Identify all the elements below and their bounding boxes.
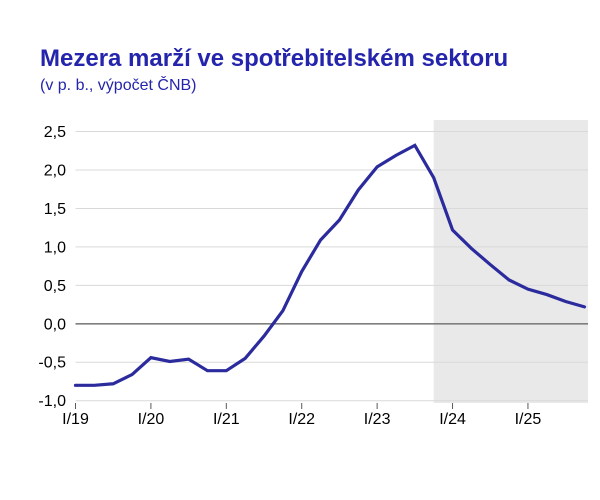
y-tick-label: -1,0 bbox=[38, 393, 66, 410]
x-tick-label: I/19 bbox=[62, 411, 89, 428]
x-tick-label: I/25 bbox=[515, 411, 542, 428]
forecast-region bbox=[433, 120, 588, 403]
x-tick-label: I/21 bbox=[213, 411, 240, 428]
y-tick-label: -0,5 bbox=[38, 355, 66, 372]
y-tick-label: 1,5 bbox=[44, 201, 66, 218]
y-tick-label: 1,0 bbox=[44, 239, 66, 256]
x-tick-label: I/20 bbox=[138, 411, 165, 428]
y-tick-label: 0,5 bbox=[44, 278, 66, 295]
y-tick-label: 2,0 bbox=[44, 162, 66, 179]
x-tick-label: I/23 bbox=[364, 411, 391, 428]
y-tick-label: 2,5 bbox=[44, 124, 66, 141]
chart-subtitle: (v p. b., výpočet ČNB) bbox=[40, 77, 197, 94]
x-tick-label: I/22 bbox=[288, 411, 315, 428]
chart-title: Mezera marží ve spotřebitelském sektoru bbox=[40, 45, 509, 72]
series-line bbox=[73, 143, 587, 387]
y-tick-label: 0,0 bbox=[44, 316, 66, 333]
x-tick-label: I/24 bbox=[439, 411, 466, 428]
